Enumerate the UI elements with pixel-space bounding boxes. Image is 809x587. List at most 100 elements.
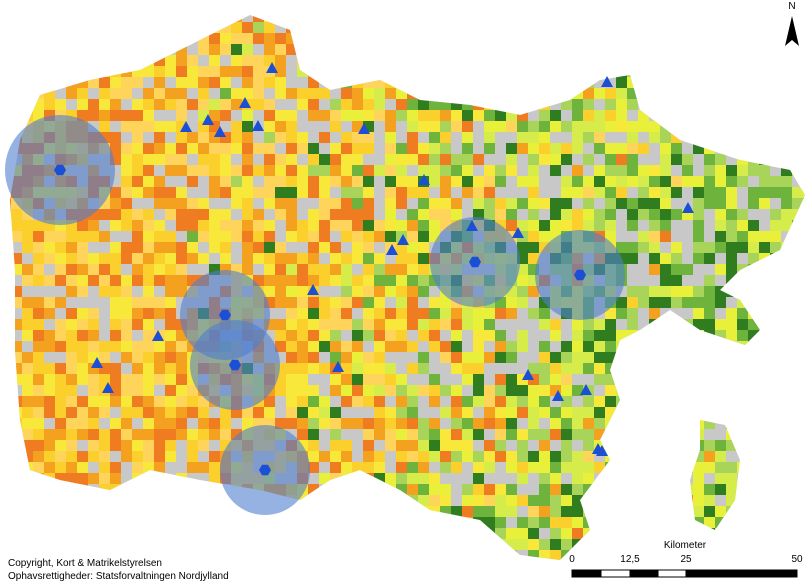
land-cell [121,517,132,528]
land-cell [517,77,528,88]
land-cell [55,440,66,451]
land-cell [528,572,539,583]
land-cell [143,99,154,110]
land-cell [308,88,319,99]
land-cell [308,209,319,220]
land-cell [627,341,638,352]
land-cell [374,517,385,528]
land-cell [803,220,805,231]
land-cell [451,66,462,77]
land-cell [176,143,187,154]
land-cell [308,15,319,22]
land-cell [121,15,132,22]
land-cell [462,528,473,539]
land-cell [143,121,154,132]
land-cell [627,66,638,77]
land-cell [495,407,506,418]
land-cell [583,517,594,528]
land-cell [253,517,264,528]
land-cell [363,264,374,275]
land-cell [451,550,462,560]
land-cell [22,209,33,220]
land-cell [363,176,374,187]
land-cell [671,132,682,143]
land-cell [88,209,99,220]
land-cell [627,363,638,374]
land-cell [770,539,781,550]
land-cell [605,451,616,462]
credit-line: Ophavsrettigheder: Statsforvaltningen No… [8,571,229,582]
land-cell [396,176,407,187]
land-cell [660,385,671,396]
land-cell [165,0,176,11]
land-cell [495,22,506,33]
land-cell [374,396,385,407]
land-cell [781,220,792,231]
land-cell [539,198,550,209]
land-cell [242,55,253,66]
land-cell [594,506,605,517]
land-cell [374,253,385,264]
land-cell [616,352,627,363]
land-cell [66,264,77,275]
land-cell [385,539,396,550]
land-cell [407,440,418,451]
land-cell [22,462,33,473]
land-cell [748,363,759,374]
land-cell [99,99,110,110]
land-cell [407,132,418,143]
hexagon-marker [54,164,66,176]
land-cell [396,506,407,517]
land-cell [682,209,693,220]
land-cell [638,209,649,220]
north-label: N [788,1,795,12]
land-cell [429,0,440,11]
land-cell [451,506,462,517]
land-cell [572,110,583,121]
land-cell [682,264,693,275]
land-cell [418,22,429,33]
land-cell [33,44,44,55]
land-cell [264,297,275,308]
land-cell [165,286,176,297]
land-cell [473,462,484,473]
land-cell [572,517,583,528]
scale-segment [571,569,602,578]
land-cell [275,121,286,132]
land-cell [187,495,198,506]
land-cell [132,66,143,77]
land-cell [495,176,506,187]
land-cell [77,55,88,66]
land-cell [165,352,176,363]
land-cell [330,561,341,572]
land-cell [99,363,110,374]
land-cell [792,418,803,429]
scale-bar [571,569,798,578]
land-cell [242,121,253,132]
land-cell [770,253,781,264]
land-cell [352,143,363,154]
land-cell [792,99,803,110]
land-cell [649,550,660,560]
land-cell [781,297,792,308]
land-cell [330,517,341,528]
land-cell [671,99,682,110]
land-cell [198,539,209,550]
land-cell [198,154,209,165]
land-cell [231,143,242,154]
land-cell [704,66,715,77]
land-cell [726,176,737,187]
land-cell [418,33,429,44]
land-cell [88,275,99,286]
land-cell [297,176,308,187]
land-cell [352,132,363,143]
land-cell [803,319,805,330]
land-cell [583,506,594,517]
land-cell [132,22,143,33]
land-cell [528,275,539,286]
land-cell [737,143,748,154]
land-cell [407,154,418,165]
land-cell [363,22,374,33]
land-cell [363,55,374,66]
land-cell [759,418,770,429]
